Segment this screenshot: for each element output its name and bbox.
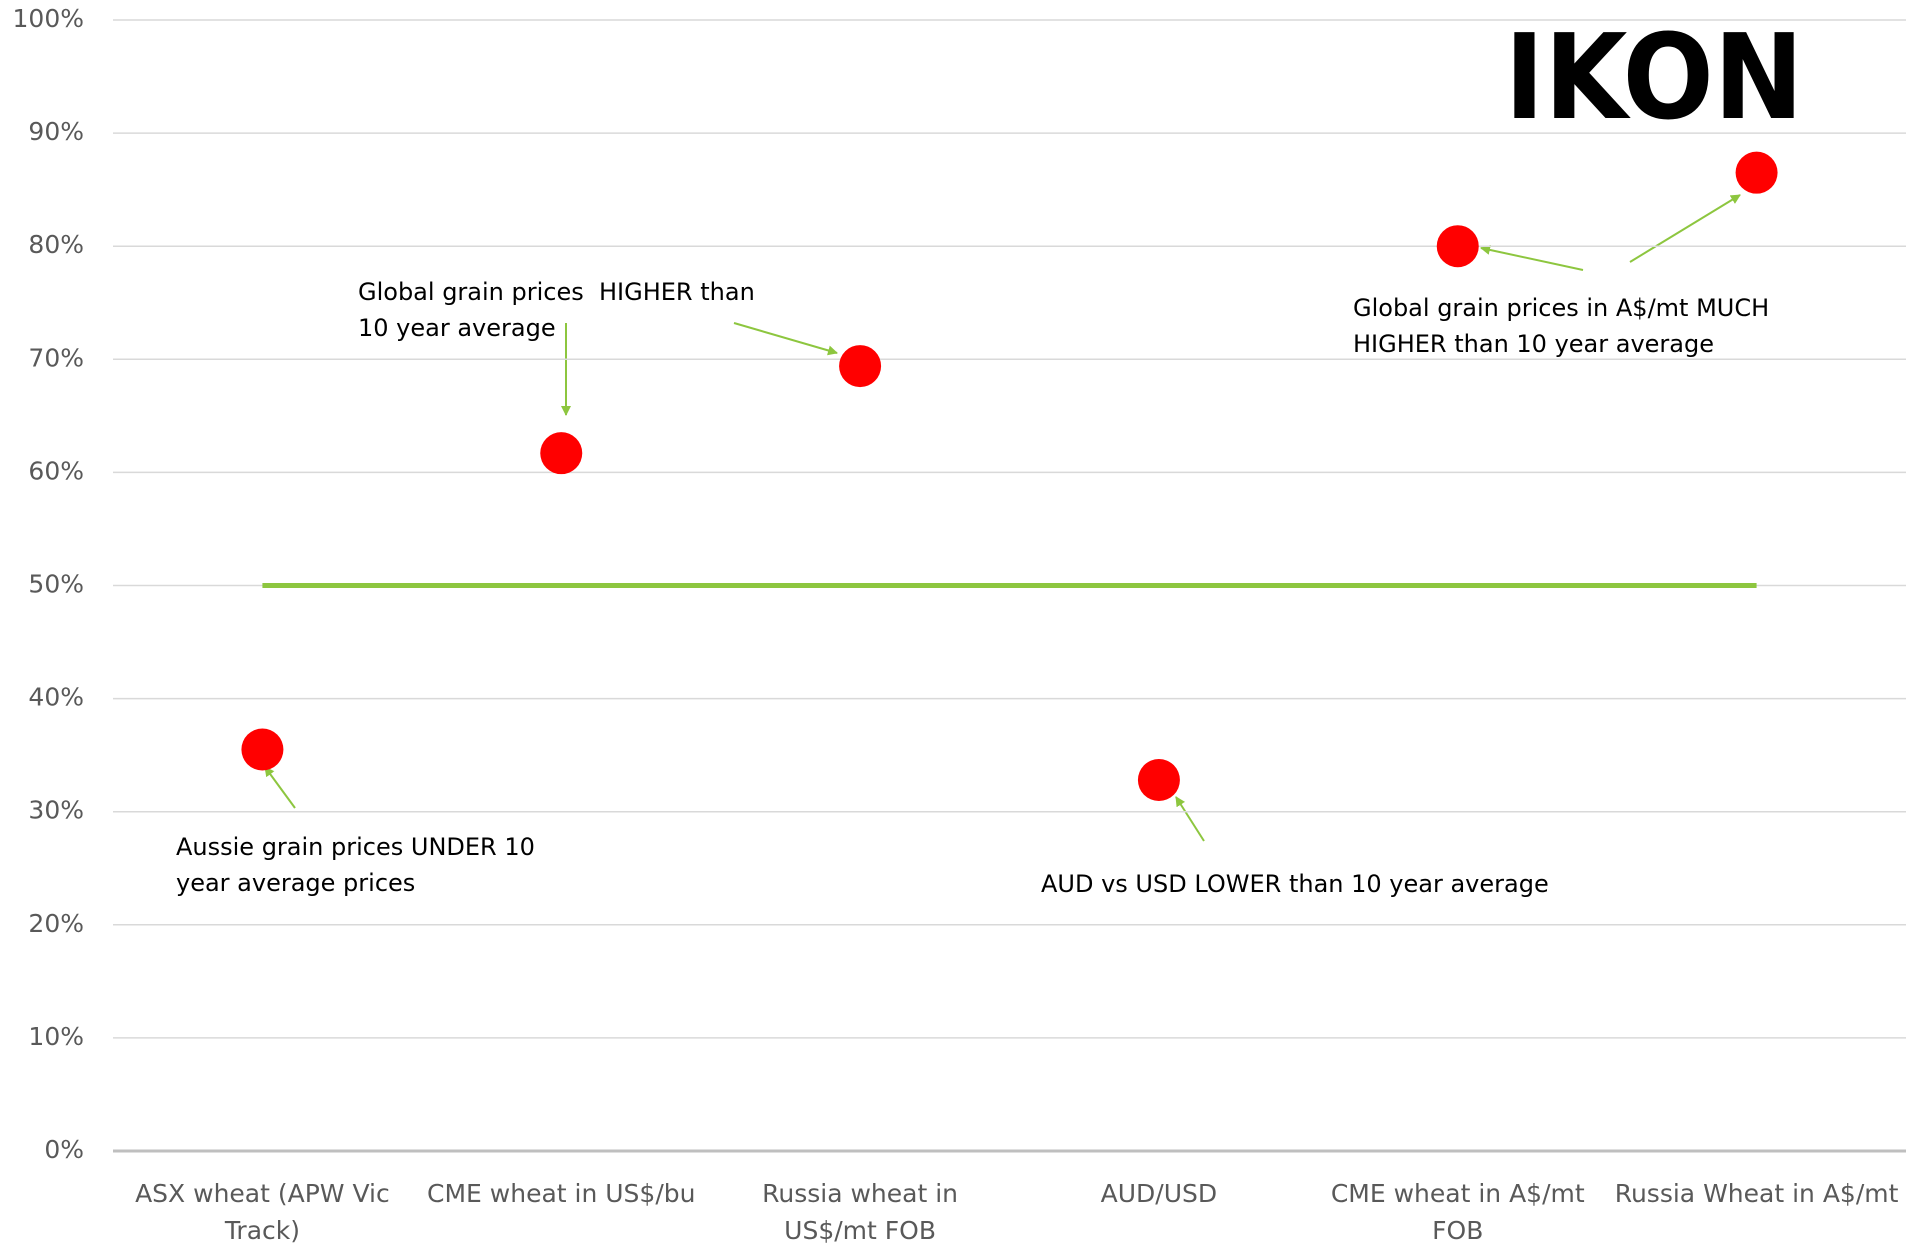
annotation: Global grain prices HIGHER than 10 year … bbox=[358, 278, 763, 342]
y-tick-label: 40% bbox=[28, 683, 84, 712]
y-tick-label: 20% bbox=[28, 909, 84, 938]
arrows bbox=[264, 194, 1741, 842]
dot bbox=[241, 728, 284, 771]
x-tick-label: CME wheat in US$/bu bbox=[427, 1179, 696, 1208]
x-tick-label: Russia Wheat in A$/mt bbox=[1614, 1179, 1899, 1208]
arrow bbox=[264, 766, 296, 809]
annotation: Aussie grain prices UNDER 10 year averag… bbox=[176, 833, 543, 897]
arrow bbox=[1629, 194, 1741, 263]
dot bbox=[1735, 151, 1778, 194]
y-tick-label: 50% bbox=[28, 570, 84, 599]
x-tick-label: Russia wheat in US$/mt FOB bbox=[762, 1179, 959, 1245]
annotation: AUD vs USD LOWER than 10 year average bbox=[1041, 870, 1549, 898]
dot bbox=[540, 432, 583, 475]
y-tick-label: 60% bbox=[28, 456, 84, 485]
y-tick-label: 30% bbox=[28, 796, 84, 825]
dot bbox=[1137, 759, 1180, 802]
x-tick-label: CME wheat in A$/mt FOB bbox=[1330, 1179, 1585, 1245]
arrow bbox=[1480, 245, 1584, 271]
annotation: Global grain prices in A$/mt MUCH HIGHER… bbox=[1353, 294, 1777, 358]
x-tick-label: ASX wheat (APW Vic Track) bbox=[135, 1179, 390, 1245]
y-tick-label: 10% bbox=[28, 1022, 84, 1051]
x-tick-label: AUD/USD bbox=[1100, 1179, 1218, 1208]
y-tick-label: 100% bbox=[13, 4, 84, 33]
arrow bbox=[1175, 796, 1205, 842]
y-tick-label: 90% bbox=[28, 117, 84, 146]
y-tick-label: 0% bbox=[44, 1135, 84, 1164]
logo: IKON bbox=[1505, 8, 1804, 146]
y-tick-label: 80% bbox=[28, 230, 84, 259]
y-tick-label: 70% bbox=[28, 343, 84, 372]
arrow bbox=[733, 322, 838, 356]
dot bbox=[839, 345, 882, 388]
dot bbox=[1436, 225, 1479, 268]
